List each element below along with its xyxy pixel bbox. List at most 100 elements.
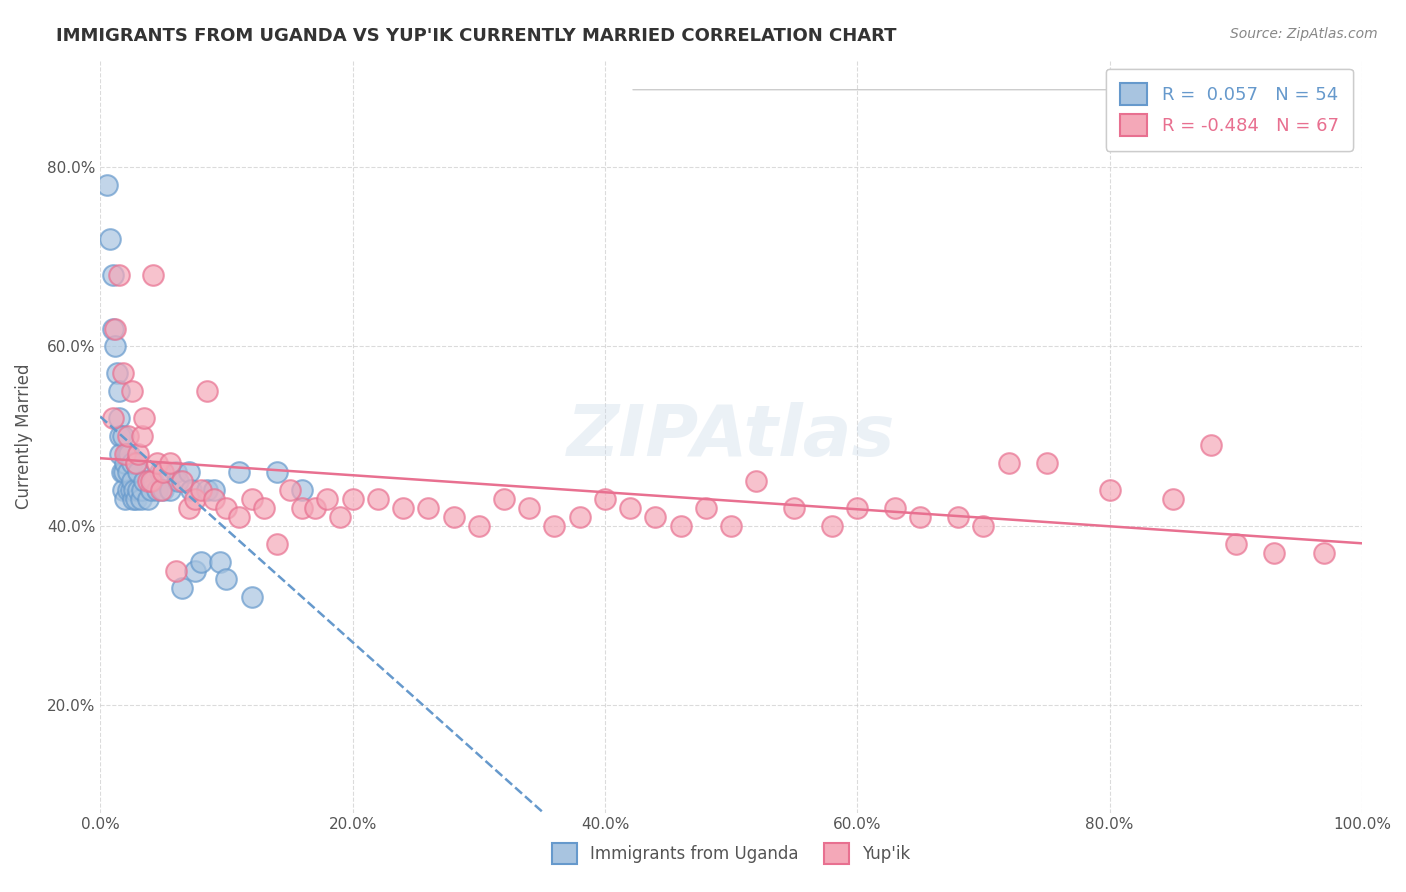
Point xyxy=(136,491,159,506)
Point xyxy=(1098,483,1121,497)
Point xyxy=(367,491,389,506)
Point xyxy=(159,456,181,470)
Point xyxy=(124,456,146,470)
Point xyxy=(104,321,127,335)
Point xyxy=(492,491,515,506)
Point xyxy=(124,456,146,470)
Point xyxy=(517,500,540,515)
Point xyxy=(142,474,165,488)
Legend: R =  0.057   N = 54, R = -0.484   N = 67: R = 0.057 N = 54, R = -0.484 N = 67 xyxy=(1105,69,1353,151)
Point xyxy=(96,178,118,192)
Point xyxy=(720,518,742,533)
Point xyxy=(159,483,181,497)
Point xyxy=(197,483,219,497)
Point xyxy=(1199,438,1222,452)
Point xyxy=(111,429,134,443)
Point xyxy=(112,465,135,479)
Point xyxy=(111,465,134,479)
Point xyxy=(177,465,200,479)
Point xyxy=(111,483,134,497)
Point xyxy=(115,447,138,461)
Point xyxy=(202,491,225,506)
Point xyxy=(209,555,232,569)
Point xyxy=(443,509,465,524)
Point xyxy=(165,564,187,578)
Point xyxy=(783,500,806,515)
Point xyxy=(972,518,994,533)
Point xyxy=(121,474,143,488)
Point xyxy=(124,491,146,506)
Point xyxy=(266,536,288,550)
Point xyxy=(127,465,149,479)
Y-axis label: Currently Married: Currently Married xyxy=(15,363,32,508)
Point xyxy=(180,483,202,497)
Point xyxy=(278,483,301,497)
Point xyxy=(240,591,263,605)
Point xyxy=(110,447,132,461)
Point xyxy=(148,465,170,479)
Point xyxy=(184,564,207,578)
Point xyxy=(619,500,641,515)
Point xyxy=(120,483,142,497)
Point xyxy=(1225,536,1247,550)
Point xyxy=(228,465,250,479)
Point xyxy=(190,483,212,497)
Point xyxy=(108,411,131,425)
Point xyxy=(146,483,169,497)
Point xyxy=(149,483,172,497)
Point xyxy=(124,483,146,497)
Point xyxy=(392,500,415,515)
Point xyxy=(98,232,121,246)
Point xyxy=(202,483,225,497)
Point xyxy=(543,518,565,533)
Point xyxy=(122,491,145,506)
Point xyxy=(165,465,187,479)
Point xyxy=(291,500,314,515)
Point xyxy=(177,500,200,515)
Point xyxy=(108,384,131,399)
Point xyxy=(136,474,159,488)
Point xyxy=(114,447,136,461)
Point xyxy=(114,456,136,470)
Point xyxy=(184,491,207,506)
Point xyxy=(846,500,869,515)
Point xyxy=(117,465,139,479)
Point xyxy=(228,509,250,524)
Point xyxy=(167,474,190,488)
Text: Source: ZipAtlas.com: Source: ZipAtlas.com xyxy=(1230,27,1378,41)
Point xyxy=(997,456,1019,470)
Point xyxy=(131,483,153,497)
Point xyxy=(1035,456,1057,470)
Point xyxy=(240,491,263,506)
Point xyxy=(910,509,932,524)
Point xyxy=(253,500,276,515)
Point xyxy=(108,268,131,282)
Point xyxy=(121,456,143,470)
Point xyxy=(884,500,907,515)
Text: IMMIGRANTS FROM UGANDA VS YUP'IK CURRENTLY MARRIED CORRELATION CHART: IMMIGRANTS FROM UGANDA VS YUP'IK CURRENT… xyxy=(56,27,897,45)
Point xyxy=(105,367,128,381)
Point xyxy=(568,509,591,524)
Point xyxy=(139,483,162,497)
Point xyxy=(110,429,132,443)
Text: ZIPAtlas: ZIPAtlas xyxy=(567,401,896,471)
Point xyxy=(117,429,139,443)
Point xyxy=(152,483,174,497)
Point xyxy=(118,447,141,461)
Point xyxy=(695,500,717,515)
Point xyxy=(127,447,149,461)
Point xyxy=(172,582,194,596)
Point xyxy=(114,491,136,506)
Point xyxy=(593,491,616,506)
Point xyxy=(291,483,314,497)
Point xyxy=(127,483,149,497)
Point xyxy=(215,500,238,515)
Point xyxy=(190,555,212,569)
Point xyxy=(121,384,143,399)
Point xyxy=(134,474,156,488)
Point xyxy=(139,474,162,488)
Point xyxy=(468,518,491,533)
Point xyxy=(821,518,844,533)
Point xyxy=(134,411,156,425)
Point xyxy=(117,483,139,497)
